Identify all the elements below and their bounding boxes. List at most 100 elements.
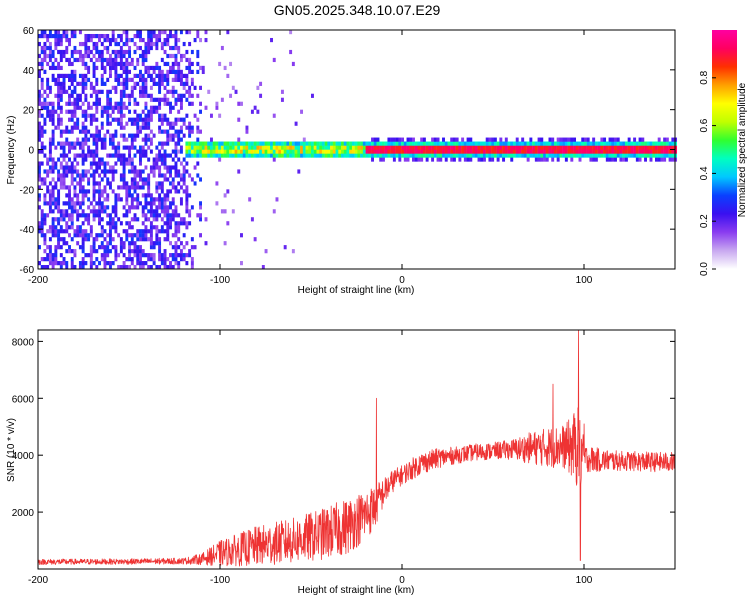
heatmap-cell <box>98 201 101 206</box>
heatmap-cell <box>406 137 410 142</box>
heatmap-cell <box>534 153 538 158</box>
heatmap-cell <box>553 145 557 150</box>
heatmap-cell <box>248 141 252 146</box>
heatmap-cell <box>185 221 189 226</box>
heatmap-cell <box>48 117 52 122</box>
heatmap-cell <box>166 129 170 134</box>
heatmap-cell <box>70 169 74 174</box>
heatmap-cell <box>57 89 61 94</box>
heatmap-cell <box>581 141 585 146</box>
heatmap-cell <box>57 121 61 126</box>
heatmap-cell <box>409 153 413 158</box>
heatmap-cell <box>166 81 170 86</box>
heatmap-cell <box>493 137 497 142</box>
heatmap-cell <box>84 133 88 138</box>
heatmap-cell <box>193 145 197 150</box>
heatmap-cell <box>122 89 126 94</box>
heatmap-cell <box>136 81 140 86</box>
heatmap-cell <box>158 97 162 102</box>
heatmap-cell <box>496 145 500 150</box>
heatmap-cell <box>444 141 448 146</box>
heatmap-cell <box>68 109 71 114</box>
heatmap-cell <box>139 125 142 130</box>
heatmap-cell <box>128 157 132 162</box>
heatmap-cell <box>125 33 129 39</box>
heatmap-cell <box>207 145 211 150</box>
heatmap-cell <box>562 141 566 146</box>
heatmap-cell <box>89 173 93 178</box>
heatmap-cell <box>540 149 544 154</box>
heatmap-cell <box>84 213 88 218</box>
heatmap-cell <box>81 229 85 234</box>
heatmap-cell <box>103 205 107 210</box>
heatmap-cell <box>76 125 80 130</box>
heatmap-cell <box>278 141 282 146</box>
heatmap-cell <box>103 33 107 39</box>
heatmap-cell <box>95 181 99 186</box>
heatmap-cell <box>253 141 257 146</box>
heatmap-cell <box>125 121 129 126</box>
heatmap-cell <box>155 225 159 230</box>
heatmap-cell <box>84 65 88 71</box>
heatmap-cell <box>559 141 563 146</box>
heatmap-cell <box>502 149 506 154</box>
heatmap-cell <box>133 217 137 222</box>
heatmap-cell <box>551 141 555 146</box>
heatmap-cell <box>122 137 126 142</box>
heatmap-cell <box>87 37 91 43</box>
heatmap-cell <box>559 149 563 154</box>
heatmap-cell <box>106 221 110 226</box>
heatmap-cell <box>62 73 66 78</box>
heatmap-cell <box>455 149 459 154</box>
heatmap-cell <box>289 30 293 35</box>
heatmap-cell <box>671 137 675 142</box>
heatmap-cell <box>106 57 110 63</box>
heatmap-cell <box>98 53 101 59</box>
heatmap-cell <box>147 209 151 214</box>
heatmap-cell <box>166 221 170 226</box>
heatmap-cell <box>141 229 145 234</box>
heatmap-cell <box>188 69 192 75</box>
heatmap-cell <box>160 253 164 258</box>
heatmap-cell <box>119 81 123 86</box>
heatmap-cell <box>54 165 58 170</box>
heatmap-cell <box>188 193 192 198</box>
heatmap-cell <box>51 229 55 234</box>
heatmap-cell <box>73 145 77 150</box>
heatmap-cell <box>152 97 156 102</box>
heatmap-cell <box>644 145 647 150</box>
heatmap-cell <box>368 141 372 146</box>
heatmap-cell <box>638 145 642 150</box>
heatmap-cell <box>51 161 55 166</box>
heatmap-cell <box>556 153 560 158</box>
heatmap-cell <box>510 157 514 162</box>
heatmap-cell <box>40 177 44 182</box>
heatmap-cell <box>158 253 162 258</box>
heatmap-cell <box>455 145 459 150</box>
heatmap-cell <box>179 221 183 226</box>
heatmap-cell <box>289 145 293 150</box>
heatmap-cell <box>89 105 93 110</box>
heatmap-cell <box>48 153 52 158</box>
heatmap-cell <box>117 193 121 198</box>
heatmap-cell <box>185 113 189 118</box>
heatmap-cell <box>362 141 366 146</box>
heatmap-cell <box>81 261 85 266</box>
heatmap-cell <box>57 37 61 43</box>
heatmap-cell <box>128 209 132 214</box>
heatmap-cell <box>174 173 178 178</box>
heatmap-cell <box>649 153 653 158</box>
heatmap-cell <box>100 65 104 71</box>
heatmap-cell <box>182 53 186 59</box>
heatmap-cell <box>185 153 189 158</box>
heatmap-cell <box>223 65 227 71</box>
heatmap-cell <box>70 117 74 122</box>
heatmap-cell <box>480 145 484 150</box>
heatmap-cell <box>130 93 134 98</box>
heatmap-cell <box>106 97 110 102</box>
heatmap-cell <box>188 153 192 158</box>
heatmap-cell <box>59 81 63 86</box>
heatmap-cell <box>229 141 233 146</box>
heatmap-cell <box>193 85 197 90</box>
heatmap-cell <box>496 157 500 162</box>
